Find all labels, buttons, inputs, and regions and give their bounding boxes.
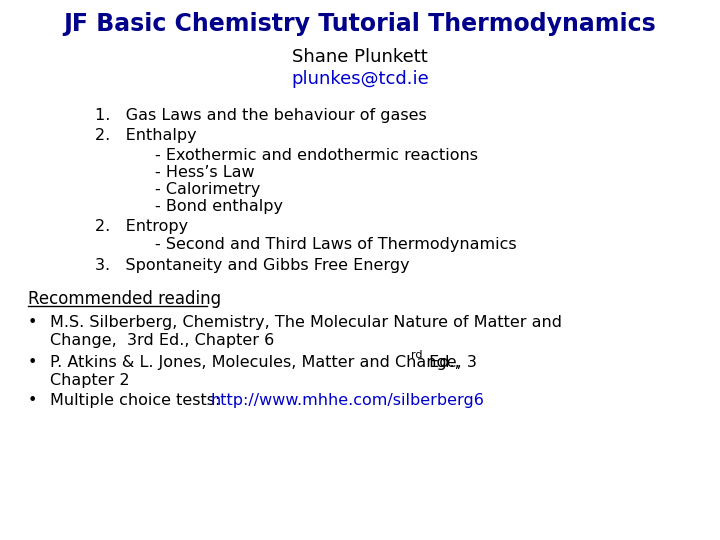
Text: Multiple choice tests:: Multiple choice tests:	[50, 393, 225, 408]
Text: Chapter 2: Chapter 2	[50, 373, 130, 388]
Text: Recommended reading: Recommended reading	[28, 290, 221, 308]
Text: •: •	[28, 393, 37, 408]
Text: •: •	[28, 315, 37, 330]
Text: 1.   Gas Laws and the behaviour of gases: 1. Gas Laws and the behaviour of gases	[95, 108, 427, 123]
Text: - Hess’s Law: - Hess’s Law	[155, 165, 255, 180]
Text: http://www.mhhe.com/silberberg6: http://www.mhhe.com/silberberg6	[210, 393, 484, 408]
Text: M.S. Silberberg, Chemistry, The Molecular Nature of Matter and: M.S. Silberberg, Chemistry, The Molecula…	[50, 315, 562, 330]
Text: Shane Plunkett: Shane Plunkett	[292, 48, 428, 66]
Text: - Bond enthalpy: - Bond enthalpy	[155, 199, 283, 214]
Text: rd: rd	[411, 350, 423, 360]
Text: - Exothermic and endothermic reactions: - Exothermic and endothermic reactions	[155, 148, 478, 163]
Text: - Calorimetry: - Calorimetry	[155, 182, 261, 197]
Text: plunkes@tcd.ie: plunkes@tcd.ie	[291, 70, 429, 88]
Text: Ed.,: Ed.,	[424, 355, 460, 370]
Text: 3.   Spontaneity and Gibbs Free Energy: 3. Spontaneity and Gibbs Free Energy	[95, 258, 410, 273]
Text: Change,  3rd Ed., Chapter 6: Change, 3rd Ed., Chapter 6	[50, 333, 274, 348]
Text: •: •	[28, 355, 37, 370]
Text: 2.   Enthalpy: 2. Enthalpy	[95, 128, 197, 143]
Text: JF Basic Chemistry Tutorial Thermodynamics: JF Basic Chemistry Tutorial Thermodynami…	[63, 12, 657, 36]
Text: P. Atkins & L. Jones, Molecules, Matter and Change, 3: P. Atkins & L. Jones, Molecules, Matter …	[50, 355, 477, 370]
Text: - Second and Third Laws of Thermodynamics: - Second and Third Laws of Thermodynamic…	[155, 237, 517, 252]
Text: 2.   Entropy: 2. Entropy	[95, 219, 188, 234]
